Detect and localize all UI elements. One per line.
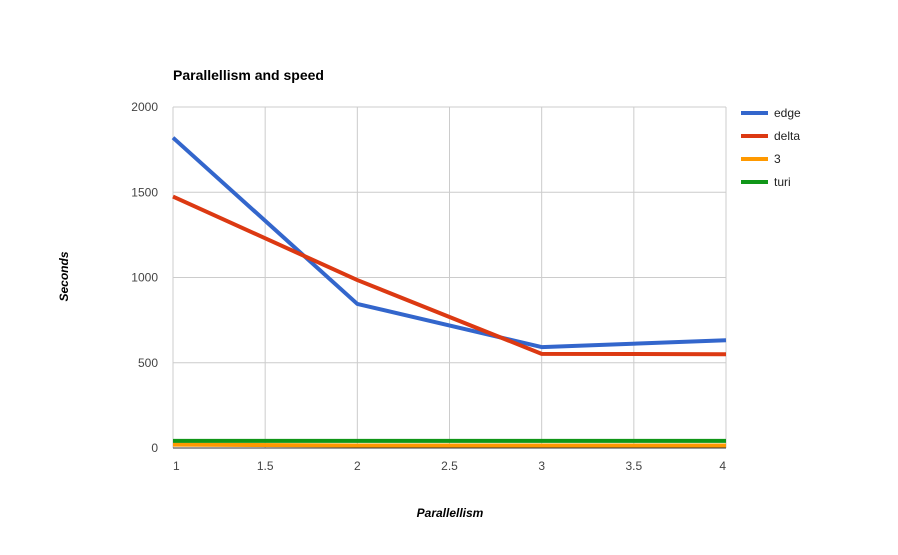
x-tick-label: 1 — [173, 459, 180, 473]
gridlines — [172, 106, 727, 449]
legend: edge delta 3 turi — [741, 106, 801, 189]
x-tick-label: 1.5 — [257, 459, 274, 473]
y-tick-label: 1000 — [131, 271, 158, 285]
x-axis-ticks: 1 1.5 2 2.5 3 3.5 4 — [173, 459, 726, 473]
legend-label: 3 — [774, 152, 781, 166]
chart-title: Parallellism and speed — [173, 67, 324, 83]
x-tick-label: 2.5 — [441, 459, 458, 473]
y-tick-label: 2000 — [131, 100, 158, 114]
x-tick-label: 4 — [719, 459, 726, 473]
x-tick-label: 3 — [538, 459, 545, 473]
y-tick-label: 1500 — [131, 185, 158, 199]
y-axis-ticks: 0 500 1000 1500 2000 — [131, 100, 158, 455]
x-tick-label: 2 — [354, 459, 361, 473]
series-lines — [171, 136, 727, 448]
legend-label: delta — [774, 129, 800, 143]
y-axis-title: Seconds — [57, 251, 71, 301]
x-axis-title: Parallellism — [417, 506, 484, 520]
legend-label: turi — [774, 175, 791, 189]
x-tick-label: 3.5 — [625, 459, 642, 473]
series-line-edge — [171, 136, 727, 350]
series-line-3 — [172, 442, 726, 448]
series-line-delta — [172, 194, 727, 357]
legend-label: edge — [774, 106, 801, 120]
y-tick-label: 0 — [151, 441, 158, 455]
y-tick-label: 500 — [138, 356, 158, 370]
